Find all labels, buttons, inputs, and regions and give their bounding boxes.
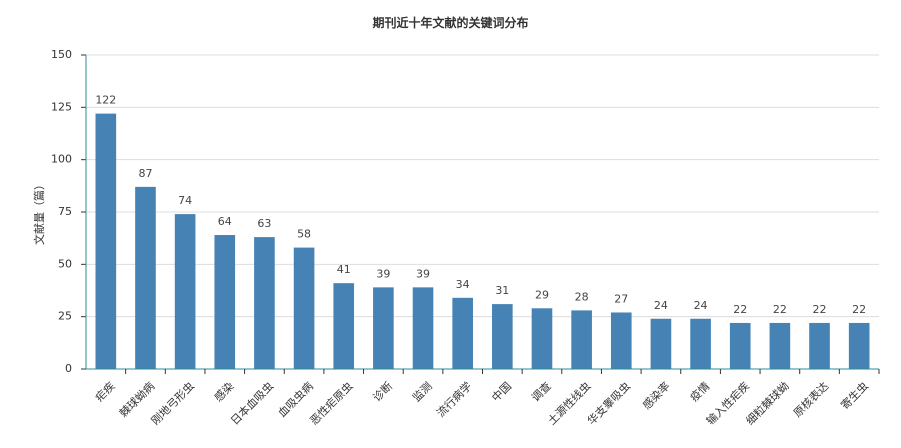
data-label: 63 [257, 217, 271, 230]
x-tick-label: 疫情 [687, 379, 712, 404]
y-axis-label: 文献量（篇） [32, 179, 46, 245]
x-tick-label: 调查 [528, 379, 553, 404]
data-label: 28 [575, 290, 589, 303]
data-label: 22 [852, 303, 866, 316]
data-label: 58 [297, 228, 311, 241]
bar [135, 186, 156, 369]
x-tick-label: 恶性疟原虫 [307, 379, 356, 428]
x-tick-label: 棘球蚴病 [116, 379, 157, 420]
bars: 122 87 74 64 63 58 41 39 39 34 31 29 28 27 24 24 22 22 22 2… [95, 94, 870, 369]
data-label: 24 [654, 299, 668, 312]
x-tick-label: 细粒棘球蚴 [743, 379, 792, 428]
chart-title: 期刊近十年文献的关键词分布 [372, 16, 529, 30]
x-tick-label: 感染 [211, 379, 236, 404]
data-label: 29 [535, 288, 549, 301]
bar [174, 214, 196, 369]
data-label: 64 [218, 215, 232, 228]
bar [650, 318, 672, 369]
x-tick-label: 诊断 [370, 379, 395, 404]
bar [333, 283, 355, 369]
bar [610, 312, 632, 369]
y-tick-label: 0 [65, 362, 72, 375]
bar [769, 322, 791, 369]
data-label: 22 [813, 303, 827, 316]
x-tick-label: 寄生虫 [838, 379, 871, 412]
y-tick-label: 75 [58, 205, 72, 218]
data-label: 22 [733, 303, 747, 316]
data-label: 34 [456, 278, 470, 291]
x-tick-label: 感染率 [639, 379, 672, 412]
bar [571, 310, 592, 369]
data-label: 122 [95, 94, 116, 107]
x-tick-label: 流行病学 [433, 379, 474, 420]
x-tick-label: 疟疾 [92, 379, 117, 404]
y-tick-label: 50 [58, 257, 72, 270]
y-tick-label: 125 [51, 100, 72, 113]
bar [412, 287, 434, 369]
data-label: 27 [614, 292, 628, 305]
data-label: 41 [337, 263, 351, 276]
bar [214, 235, 236, 369]
x-tick-label: 刚地弓形虫 [149, 380, 197, 428]
y-tick-label: 25 [58, 310, 72, 323]
data-label: 87 [138, 167, 152, 180]
x-tick-label: 中国 [489, 380, 514, 405]
gridlines [86, 54, 879, 318]
x-tick-label: 华支睾吸虫 [584, 379, 633, 428]
bar [293, 247, 315, 369]
bar [492, 304, 513, 369]
bar [809, 322, 830, 369]
data-label: 74 [178, 194, 192, 207]
bar [254, 237, 275, 369]
bar [690, 318, 711, 369]
bar [452, 297, 473, 369]
x-tick-label: 日本血吸虫 [227, 379, 276, 428]
data-label: 31 [495, 284, 509, 297]
data-label: 24 [694, 299, 708, 312]
data-label: 22 [773, 303, 787, 316]
x-tick-label: 血吸虫病 [275, 379, 316, 420]
y-tick-label: 100 [51, 153, 72, 166]
bar [729, 322, 751, 369]
bar [848, 322, 870, 369]
bar [373, 287, 394, 369]
bar [95, 113, 117, 369]
bar [531, 308, 553, 369]
data-label: 39 [376, 267, 390, 280]
y-tick-label: 150 [51, 48, 72, 61]
data-label: 39 [416, 267, 430, 280]
x-tick-label: 监测 [410, 380, 435, 405]
x-tick-label: 原核表达 [790, 379, 831, 420]
